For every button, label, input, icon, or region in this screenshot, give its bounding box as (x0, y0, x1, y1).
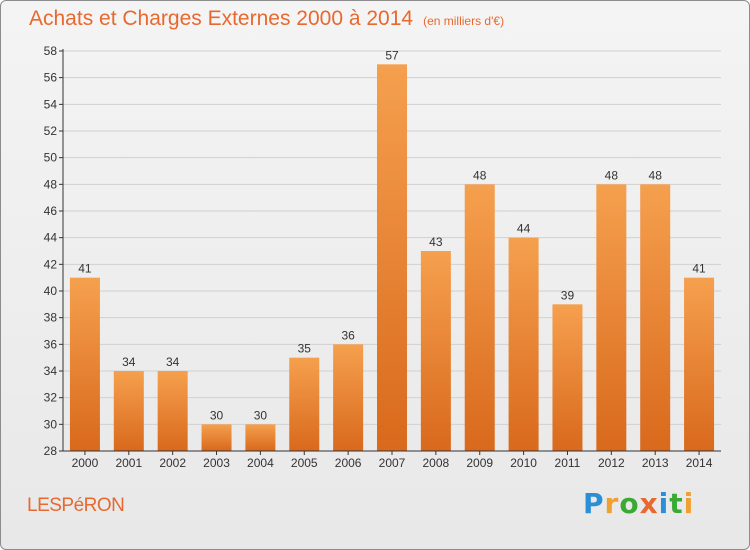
x-tick-label: 2009 (466, 456, 493, 470)
bar-value-label: 48 (473, 168, 487, 182)
y-tick-label: 56 (44, 71, 58, 85)
y-tick-label: 30 (44, 417, 58, 431)
bar-value-label: 48 (649, 168, 663, 182)
x-tick-label: 2000 (72, 456, 99, 470)
bar (420, 251, 451, 451)
x-tick-label: 2008 (423, 456, 450, 470)
x-tick-label: 2013 (642, 456, 669, 470)
y-tick-label: 32 (44, 391, 58, 405)
y-tick-label: 58 (44, 44, 58, 58)
logo-letter: t (669, 487, 684, 520)
bar-value-label: 34 (166, 355, 180, 369)
y-tick-label: 34 (44, 364, 58, 378)
bars (69, 64, 715, 452)
x-tick-label: 2012 (598, 456, 625, 470)
chart-subtitle: (en milliers d'€) (423, 14, 505, 28)
bar-value-label: 44 (517, 222, 531, 236)
x-tick-label: 2003 (203, 456, 230, 470)
x-tick-label: 2014 (686, 456, 713, 470)
y-tick-label: 36 (44, 337, 58, 351)
bar (684, 277, 715, 451)
bar-value-label: 34 (122, 355, 136, 369)
logo-letter: i (658, 487, 670, 520)
x-tick-label: 2001 (115, 456, 142, 470)
y-tick-label: 28 (44, 444, 58, 458)
logo-letter: i (683, 487, 695, 520)
bar-value-label: 48 (605, 168, 619, 182)
x-tick-label: 2007 (379, 456, 406, 470)
y-tick-label: 40 (44, 284, 58, 298)
chart-title: Achats et Charges Externes 2000 à 2014 (e… (29, 7, 504, 31)
bar-value-label: 39 (561, 288, 575, 302)
bar-value-label: 57 (385, 48, 399, 62)
bar (508, 237, 539, 451)
logo-letter: P (583, 487, 605, 520)
bar-value-label: 41 (78, 262, 92, 276)
x-tick-label: 2005 (291, 456, 318, 470)
bar (552, 304, 583, 451)
bar-value-label: 41 (692, 262, 706, 276)
x-tick-label: 2004 (247, 456, 274, 470)
bar (596, 184, 627, 452)
y-tick-label: 50 (44, 151, 58, 165)
y-tick-label: 42 (44, 257, 58, 271)
y-tick-label: 48 (44, 177, 58, 191)
bar (289, 357, 320, 451)
bar-value-label: 30 (254, 408, 268, 422)
y-tick-label: 54 (44, 97, 58, 111)
bar (113, 371, 144, 451)
logo-letter: x (639, 487, 659, 520)
bar (464, 184, 495, 452)
bar-value-label: 35 (298, 342, 312, 356)
proxiti-logo: Proxiti (583, 487, 694, 520)
bar (333, 344, 364, 451)
bar (201, 424, 232, 451)
bar (69, 277, 100, 451)
logo-letter: r (604, 487, 620, 520)
x-tick-label: 2006 (335, 456, 362, 470)
bar (157, 371, 188, 451)
commune-name: LESPéRON (27, 495, 125, 516)
x-tick-label: 2010 (510, 456, 537, 470)
bar (640, 184, 671, 452)
chart-title-text: Achats et Charges Externes 2000 à 2014 (29, 7, 414, 30)
y-tick-label: 38 (44, 311, 58, 325)
x-tick-label: 2011 (555, 456, 581, 470)
logo-letter: o (619, 487, 640, 520)
bar-value-label: 43 (429, 235, 443, 249)
bar (377, 64, 407, 452)
bar (245, 424, 276, 451)
y-tick-label: 52 (44, 124, 58, 138)
x-tick-label: 2002 (159, 456, 186, 470)
labels: 28 30 32 34 36 38 40 42 44 46 48 50 52 54 56 58 41 2000 34… (44, 44, 713, 470)
axes (59, 49, 721, 455)
bar-value-label: 36 (341, 328, 355, 342)
y-tick-label: 44 (44, 231, 58, 245)
bar-value-label: 30 (210, 408, 224, 422)
y-tick-label: 46 (44, 204, 58, 218)
